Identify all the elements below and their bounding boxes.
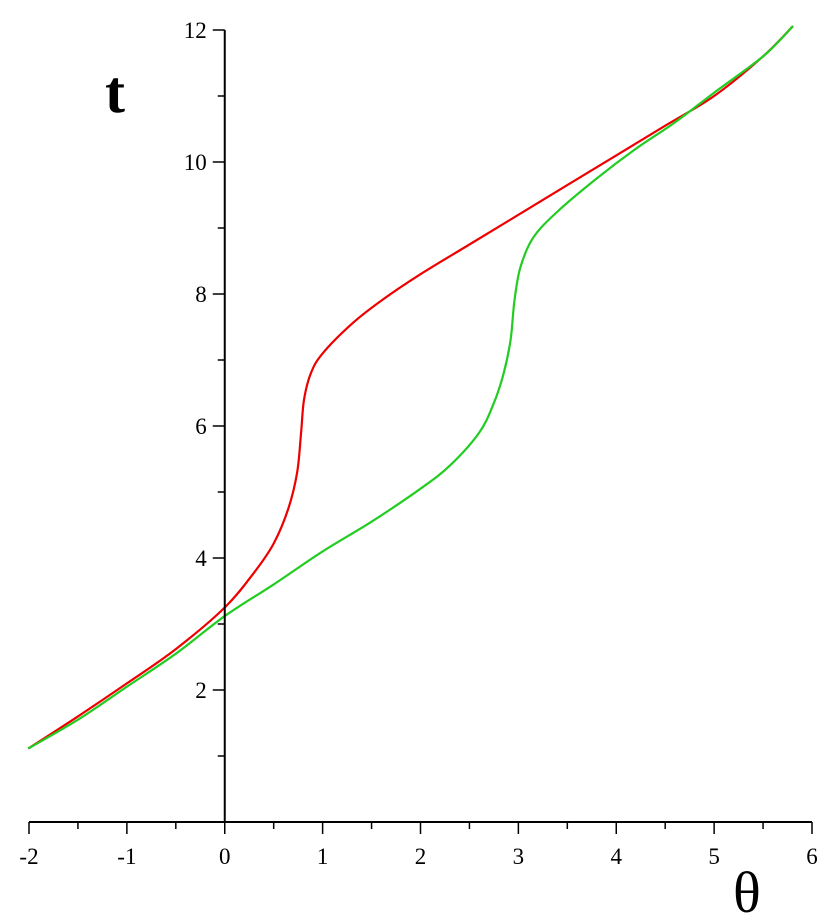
curves-layer [27,25,794,750]
y-tick-label: 4 [195,546,207,571]
green-series-line [27,25,794,750]
red-series-line [27,25,794,750]
y-tick-label: 8 [195,282,207,307]
x-tick-label: -1 [117,844,136,869]
y-axis-title: t [105,59,125,125]
x-tick-label: 4 [611,844,623,869]
x-tick-label: 3 [513,844,525,869]
x-tick-label: 2 [415,844,427,869]
y-axis-ticks: 2 4 6 8 10 12 [184,18,225,757]
y-tick-label: 10 [184,150,207,175]
x-tick-label: 6 [806,844,818,869]
x-tick-label: -2 [19,844,38,869]
x-tick-label: 1 [317,844,329,869]
y-tick-label: 12 [184,18,207,43]
x-axis-ticks: -2 -1 0 1 2 3 4 5 6 [19,822,818,869]
x-axis-title: θ [733,860,761,922]
x-tick-label: 5 [708,844,720,869]
y-tick-label: 2 [195,678,207,703]
x-tick-label: 0 [219,844,231,869]
y-tick-label: 6 [195,414,207,439]
